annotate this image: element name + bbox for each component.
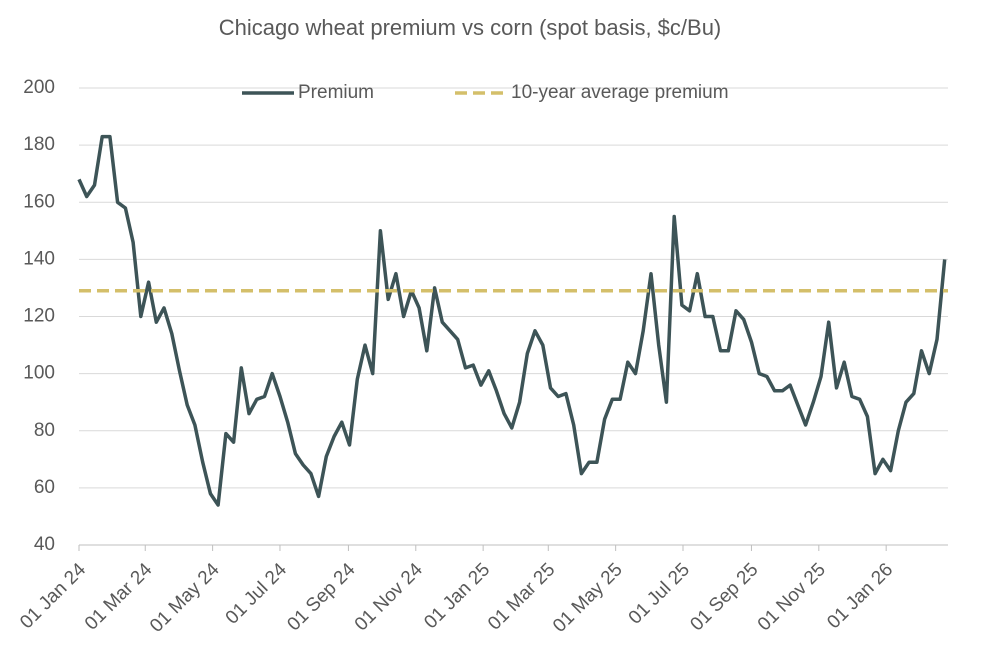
x-tick-label: 01 Sep 24 (283, 559, 359, 635)
y-tick-label: 160 (23, 191, 55, 212)
x-tick-label: 01 Jan 25 (420, 559, 494, 633)
y-tick-label: 140 (23, 248, 55, 269)
y-tick-label: 120 (23, 306, 55, 327)
x-tick-label: 01 May 24 (146, 559, 224, 637)
y-tick-label: 80 (34, 420, 55, 441)
y-tick-label: 200 (23, 77, 55, 98)
x-tick-label: 01 Nov 24 (351, 559, 427, 635)
x-tick-label: 01 Sep 25 (686, 559, 762, 635)
x-tick-label: 01 Jan 24 (16, 559, 90, 633)
series-line (77, 134, 947, 507)
x-tick-label: 01 Mar 25 (484, 559, 559, 634)
y-tick-label: 60 (34, 477, 55, 498)
chart-title: Chicago wheat premium vs corn (spot basi… (219, 15, 722, 40)
x-tick-label: 01 Nov 25 (754, 559, 830, 635)
x-tick-label: 01 Jan 26 (823, 559, 897, 633)
x-tick-label: 01 Jul 24 (222, 559, 292, 629)
legend-label: Premium (298, 82, 374, 103)
y-tick-label: 180 (23, 134, 55, 155)
x-tick-label: 01 May 25 (549, 559, 627, 637)
legend-label: 10-year average premium (511, 82, 729, 103)
y-tick-label: 40 (34, 534, 55, 555)
x-tick-label: 01 Mar 24 (81, 559, 157, 635)
x-tick-label: 01 Jul 25 (625, 559, 694, 628)
y-tick-label: 100 (23, 363, 55, 384)
